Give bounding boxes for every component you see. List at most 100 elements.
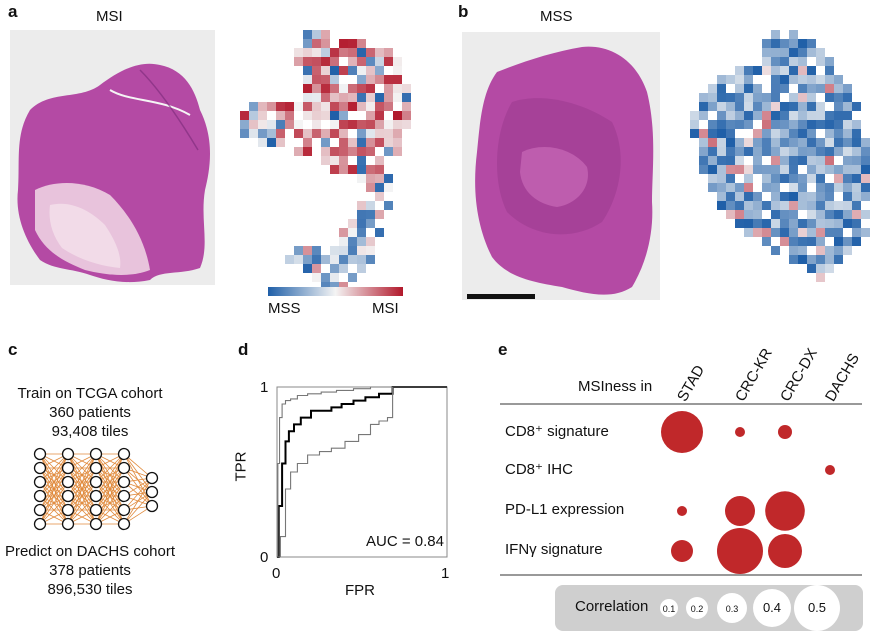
heatmap-tile — [717, 129, 726, 138]
msi-tissue-slide — [10, 30, 215, 285]
heatmap-tile — [357, 246, 366, 255]
heatmap-tile — [726, 210, 735, 219]
heatmap-tile — [285, 120, 294, 129]
heatmap-tile — [843, 201, 852, 210]
heatmap-tile — [825, 264, 834, 273]
network-node — [33, 503, 47, 517]
heatmap-tile — [285, 111, 294, 120]
heatmap-tile — [798, 174, 807, 183]
heatmap-tile — [744, 192, 753, 201]
heatmap-tile — [312, 30, 321, 39]
heatmap-tile — [708, 138, 717, 147]
heatmap-tile — [366, 102, 375, 111]
bubble-row-label: CD8⁺ IHC — [505, 461, 573, 478]
bubble-column-label: CRC-DX — [777, 345, 821, 405]
heatmap-tile — [357, 129, 366, 138]
heatmap-tile — [321, 93, 330, 102]
heatmap-tile — [780, 39, 789, 48]
network-node — [117, 475, 131, 489]
heatmap-tile — [852, 219, 861, 228]
heatmap-tile — [780, 75, 789, 84]
network-edge — [39, 453, 69, 497]
heatmap-tile — [843, 219, 852, 228]
network-edge — [95, 481, 125, 525]
heatmap-tile — [789, 48, 798, 57]
network-edge — [67, 495, 97, 525]
heatmap-tile — [348, 102, 357, 111]
heatmap-tile — [384, 84, 393, 93]
heatmap-tile — [726, 174, 735, 183]
heatmap-tile — [375, 48, 384, 57]
panel-a-title: MSI — [96, 8, 123, 25]
heatmap-tile — [825, 255, 834, 264]
heatmap-tile — [789, 246, 798, 255]
heatmap-tile — [384, 138, 393, 147]
heatmap-tile — [789, 183, 798, 192]
bubble-point — [778, 425, 792, 439]
heatmap-tile — [384, 48, 393, 57]
heatmap-tile — [357, 93, 366, 102]
heatmap-tile — [285, 102, 294, 111]
heatmap-tile — [339, 165, 348, 174]
network-edge — [123, 477, 153, 525]
heatmap-tile — [330, 84, 339, 93]
heatmap-tile — [312, 111, 321, 120]
heatmap-tile — [249, 120, 258, 129]
network-edge — [95, 495, 125, 525]
bubble-chart — [661, 411, 835, 574]
heatmap-tile — [249, 102, 258, 111]
heatmap-tile — [744, 120, 753, 129]
heatmap-tile — [294, 246, 303, 255]
bubble-footer-rule — [500, 574, 862, 576]
heatmap-tile — [789, 174, 798, 183]
network-node — [117, 447, 131, 461]
legend-circle — [686, 597, 708, 619]
network-node — [89, 503, 103, 517]
panel-letter-c: c — [8, 340, 18, 359]
heatmap-tile — [753, 219, 762, 228]
bubble-row-label: IFNγ signature — [505, 541, 603, 558]
heatmap-tile — [861, 156, 870, 165]
heatmap-tile — [753, 192, 762, 201]
heatmap-tile — [348, 219, 357, 228]
heatmap-tile — [312, 48, 321, 57]
heatmap-tile — [726, 183, 735, 192]
heatmap-tile — [357, 39, 366, 48]
heatmap-tile — [771, 210, 780, 219]
heatmap-tile — [834, 219, 843, 228]
heatmap-tile — [789, 66, 798, 75]
train-line-2: 360 patients — [49, 404, 131, 421]
bubble-point — [765, 491, 805, 531]
heatmap-tile — [735, 147, 744, 156]
heatmap-tile — [843, 210, 852, 219]
heatmap-tile — [843, 237, 852, 246]
heatmap-tile — [357, 102, 366, 111]
heatmap-tile — [816, 156, 825, 165]
heatmap-tile — [753, 228, 762, 237]
heatmap-tile — [384, 75, 393, 84]
heatmap-tile — [852, 102, 861, 111]
heatmap-tile — [852, 174, 861, 183]
network-node — [89, 489, 103, 503]
heatmap-tile — [825, 93, 834, 102]
heatmap-tile — [312, 273, 321, 282]
network-node — [33, 489, 47, 503]
heatmap-tile — [258, 111, 267, 120]
heatmap-tile — [366, 66, 375, 75]
heatmap-tile — [843, 111, 852, 120]
heatmap-tile — [807, 264, 816, 273]
heatmap-tile — [834, 102, 843, 111]
heatmap-tile — [771, 192, 780, 201]
heatmap-tile — [339, 264, 348, 273]
roc-ylabel: TPR — [232, 451, 250, 482]
heatmap-tile — [843, 129, 852, 138]
heatmap-tile — [699, 93, 708, 102]
heatmap-tile — [825, 183, 834, 192]
heatmap-tile — [834, 255, 843, 264]
heatmap-tile — [771, 93, 780, 102]
predict-line-1: Predict on DACHS cohort — [4, 543, 176, 560]
legend-value: 0.2 — [691, 604, 704, 614]
heatmap-tile — [816, 237, 825, 246]
heatmap-tile — [816, 57, 825, 66]
heatmap-tile — [789, 147, 798, 156]
